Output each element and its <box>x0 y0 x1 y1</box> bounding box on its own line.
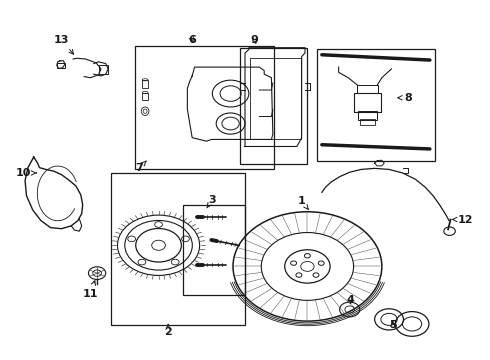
Text: 11: 11 <box>83 281 98 298</box>
Text: 8: 8 <box>398 93 412 103</box>
Bar <box>142 80 148 87</box>
Text: 13: 13 <box>54 35 74 54</box>
Bar <box>98 66 108 74</box>
Text: 1: 1 <box>298 196 308 209</box>
Text: 9: 9 <box>251 35 259 45</box>
Bar <box>111 173 245 325</box>
Bar <box>354 93 381 112</box>
Bar <box>57 63 65 68</box>
Text: 3: 3 <box>207 195 216 208</box>
Bar <box>357 85 378 93</box>
Text: 4: 4 <box>347 295 355 305</box>
Text: 6: 6 <box>188 35 196 45</box>
Bar <box>240 48 307 164</box>
Bar <box>360 119 375 125</box>
Text: 5: 5 <box>389 320 397 330</box>
Bar <box>183 205 245 294</box>
Bar <box>317 49 435 161</box>
Text: 7: 7 <box>135 161 146 173</box>
Text: 12: 12 <box>452 215 474 225</box>
Text: 10: 10 <box>16 168 36 178</box>
Bar <box>142 93 148 100</box>
Bar <box>358 111 377 120</box>
Bar <box>135 46 274 170</box>
Text: 2: 2 <box>164 324 172 337</box>
